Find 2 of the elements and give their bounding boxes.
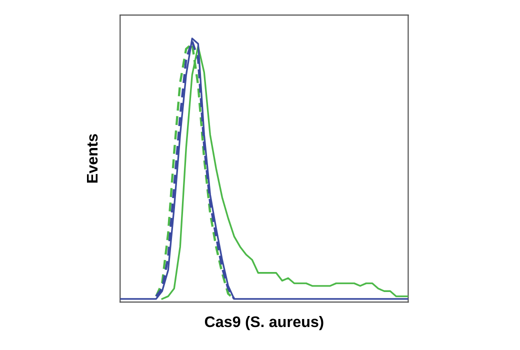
y-axis-title: Events xyxy=(86,134,98,183)
x-axis-title: Cas9 (S. aureus) xyxy=(204,316,324,330)
